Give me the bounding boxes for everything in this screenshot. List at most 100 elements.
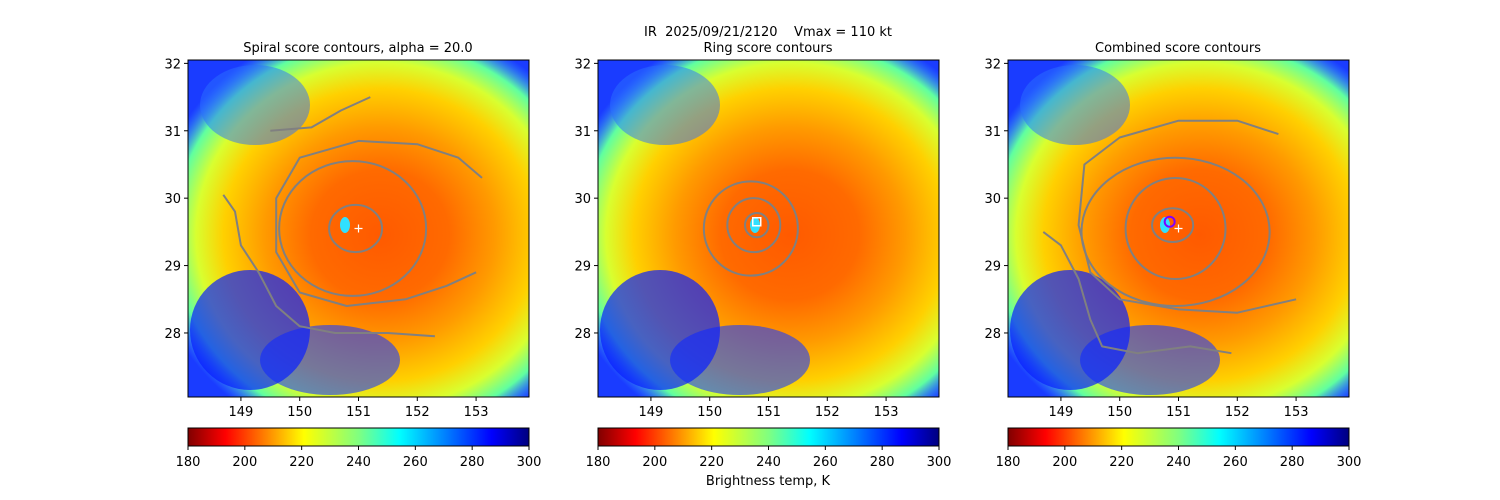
- colorbar-gradient: [1007, 427, 1350, 447]
- contour-line: [726, 197, 782, 254]
- marker-layer: [354, 224, 363, 233]
- y-tick-label: 32: [164, 57, 181, 72]
- colorbar-tick-label: 220: [699, 455, 724, 470]
- colorbar-ticks: 180 200 220 240 260 280 300: [996, 446, 1362, 470]
- y-axis: 28 29 30 31 32: [984, 57, 1008, 342]
- y-tick-label: 30: [574, 192, 591, 207]
- colorbar-tick-label: 200: [1052, 455, 1077, 470]
- y-axis: 28 29 30 31 32: [164, 57, 188, 342]
- colorbar-tick-label: 240: [346, 455, 371, 470]
- colorbar: 180 200 220 240 260 280 300: [176, 427, 542, 470]
- y-tick-label: 29: [164, 260, 181, 275]
- colorbar-tick-label: 280: [1280, 455, 1305, 470]
- x-tick-label: 152: [1225, 405, 1250, 420]
- x-tick-label: 149: [638, 405, 663, 420]
- x-tick-label: 153: [464, 405, 489, 420]
- colorbar-tick-label: 200: [642, 455, 667, 470]
- colorbar-tick-label: 220: [289, 455, 314, 470]
- x-axis: 149 150 151 152 153: [1048, 397, 1309, 420]
- panel-title: Combined score contours: [1095, 41, 1261, 56]
- x-tick-label: 149: [228, 405, 253, 420]
- colorbar-ticks: 180 200 220 240 260 280 300: [586, 446, 952, 470]
- contour-line: [1151, 207, 1195, 243]
- y-tick-label: 31: [164, 125, 181, 140]
- colorbar-tick-label: 260: [813, 455, 838, 470]
- contour-line: [1042, 231, 1232, 355]
- y-tick-label: 28: [574, 327, 591, 342]
- storm-center-marker: [1174, 224, 1183, 233]
- eye-marker: [1163, 215, 1176, 228]
- colorbar-tick-label: 220: [1109, 455, 1134, 470]
- y-tick-label: 29: [984, 260, 1001, 275]
- y-tick-label: 31: [574, 125, 591, 140]
- panel-combined: Combined score contours 149 150 151 152 153 …: [984, 41, 1362, 470]
- storm-center-marker: [751, 217, 762, 227]
- x-tick-label: 150: [1107, 405, 1132, 420]
- ir-image: [598, 60, 939, 397]
- x-tick-label: 151: [346, 405, 371, 420]
- colorbar-tick-label: 300: [927, 455, 952, 470]
- colorbar-label: Brightness temp, K: [706, 474, 831, 489]
- contour-line: [270, 96, 371, 132]
- y-tick-label: 29: [574, 260, 591, 275]
- x-tick-label: 152: [815, 405, 840, 420]
- x-axis: 149 150 151 152 153: [638, 397, 899, 420]
- y-tick-label: 31: [984, 125, 1001, 140]
- colorbar-tick-label: 300: [1337, 455, 1362, 470]
- x-tick-label: 150: [697, 405, 722, 420]
- colorbar-tick-label: 280: [460, 455, 485, 470]
- y-tick-label: 32: [574, 57, 591, 72]
- storm-center-marker: [354, 224, 363, 233]
- contour-line: [743, 211, 770, 239]
- contour-line: [278, 160, 428, 297]
- colorbar-gradient: [597, 427, 940, 447]
- contour-line: [1080, 156, 1271, 308]
- y-tick-label: 28: [984, 327, 1001, 342]
- x-tick-label: 153: [1284, 405, 1309, 420]
- panel-spiral: Spiral score contours, alpha = 20.0 149 1…: [164, 41, 542, 470]
- contour-line: [328, 203, 384, 254]
- colorbar: 180 200 220 240 260 280 300: [996, 427, 1362, 470]
- colorbar-tick-label: 260: [1223, 455, 1248, 470]
- x-tick-label: 149: [1048, 405, 1073, 420]
- colorbar-ticks: 180 200 220 240 260 280 300: [176, 446, 542, 470]
- ir-image: [188, 60, 529, 397]
- colorbar-tick-label: 200: [232, 455, 257, 470]
- contour-layer: [702, 180, 799, 277]
- colorbar-tick-label: 260: [403, 455, 428, 470]
- contour-line: [702, 180, 799, 277]
- contour-line: [222, 194, 435, 338]
- figure-suptitle: IR 2025/09/21/2120 Vmax = 110 kt: [644, 25, 892, 40]
- marker-layer: [1163, 215, 1183, 233]
- x-tick-label: 151: [1166, 405, 1191, 420]
- contour-line: [1124, 176, 1227, 281]
- y-tick-label: 28: [164, 327, 181, 342]
- panel-ring: Ring score contours 149 150 151 152 153 28 29…: [574, 41, 952, 489]
- colorbar-tick-label: 180: [586, 455, 611, 470]
- x-tick-label: 153: [874, 405, 899, 420]
- y-tick-label: 30: [164, 192, 181, 207]
- colorbar-tick-label: 300: [517, 455, 542, 470]
- contour-line: [275, 139, 483, 307]
- colorbar: 180 200 220 240 260 280 300: [586, 427, 952, 470]
- colorbar-tick-label: 280: [870, 455, 895, 470]
- x-axis: 149 150 151 152 153: [228, 397, 489, 420]
- marker-layer: [751, 217, 762, 227]
- panel-title: Ring score contours: [703, 41, 832, 56]
- x-tick-label: 150: [287, 405, 312, 420]
- colorbar-tick-label: 240: [756, 455, 781, 470]
- colorbar-tick-label: 180: [176, 455, 201, 470]
- colorbar-tick-label: 180: [996, 455, 1021, 470]
- y-tick-label: 32: [984, 57, 1001, 72]
- contour-line: [1077, 119, 1297, 314]
- x-tick-label: 151: [756, 405, 781, 420]
- contour-layer: [1042, 119, 1297, 355]
- colorbar-gradient: [187, 427, 530, 447]
- y-axis: 28 29 30 31 32: [574, 57, 598, 342]
- ir-image: [1008, 60, 1349, 397]
- contour-layer: [222, 96, 483, 338]
- colorbar-tick-label: 240: [1166, 455, 1191, 470]
- panel-title: Spiral score contours, alpha = 20.0: [243, 41, 472, 56]
- x-tick-label: 152: [405, 405, 430, 420]
